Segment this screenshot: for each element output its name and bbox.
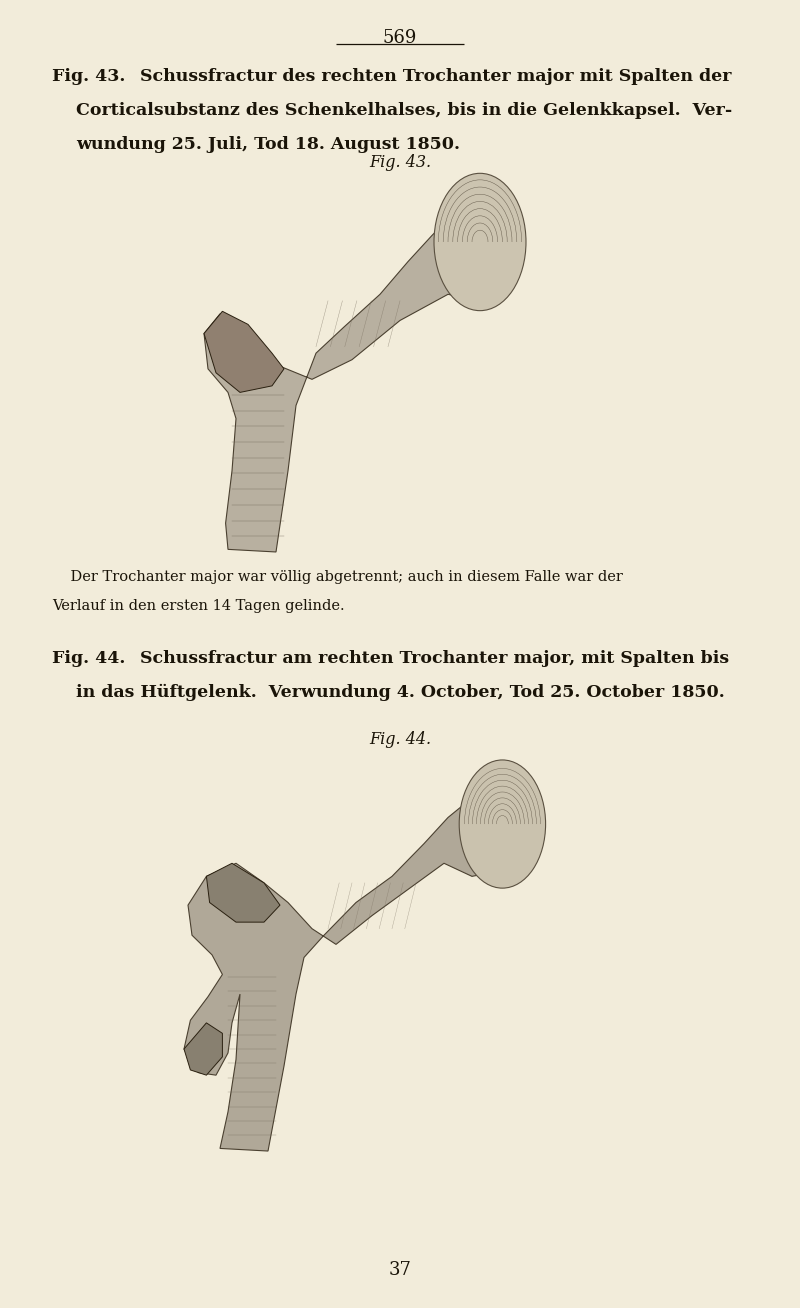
Text: 569: 569 — [383, 29, 417, 47]
Polygon shape — [204, 190, 518, 552]
Text: Der Trochanter major war völlig abgetrennt; auch in diesem Falle war der: Der Trochanter major war völlig abgetren… — [52, 570, 623, 585]
Text: Verlauf in den ersten 14 Tagen gelinde.: Verlauf in den ersten 14 Tagen gelinde. — [52, 599, 345, 613]
Polygon shape — [184, 1023, 222, 1075]
Polygon shape — [206, 863, 280, 922]
FancyBboxPatch shape — [140, 137, 576, 566]
Ellipse shape — [459, 760, 546, 888]
Text: Fig. 44.: Fig. 44. — [369, 731, 431, 748]
Text: in das Hüftgelenk.  Verwundung 4. October, Tod 25. October 1850.: in das Hüftgelenk. Verwundung 4. October… — [76, 684, 725, 701]
Text: Corticalsubstanz des Schenkelhalses, bis in die Gelenkkapsel.  Ver-: Corticalsubstanz des Schenkelhalses, bis… — [76, 102, 732, 119]
Text: Schussfractur des rechten Trochanter major mit Spalten der: Schussfractur des rechten Trochanter maj… — [140, 68, 731, 85]
Text: wundung 25. Juli, Tod 18. August 1850.: wundung 25. Juli, Tod 18. August 1850. — [76, 136, 460, 153]
Polygon shape — [184, 778, 538, 1151]
Text: Fig. 43.: Fig. 43. — [52, 68, 126, 85]
Text: Schussfractur am rechten Trochanter major, mit Spalten bis: Schussfractur am rechten Trochanter majo… — [140, 650, 729, 667]
FancyBboxPatch shape — [140, 732, 576, 1158]
Text: 37: 37 — [389, 1261, 411, 1279]
Text: Fig. 43.: Fig. 43. — [369, 154, 431, 171]
Polygon shape — [204, 311, 284, 392]
Ellipse shape — [434, 173, 526, 311]
Text: Fig. 44.: Fig. 44. — [52, 650, 126, 667]
